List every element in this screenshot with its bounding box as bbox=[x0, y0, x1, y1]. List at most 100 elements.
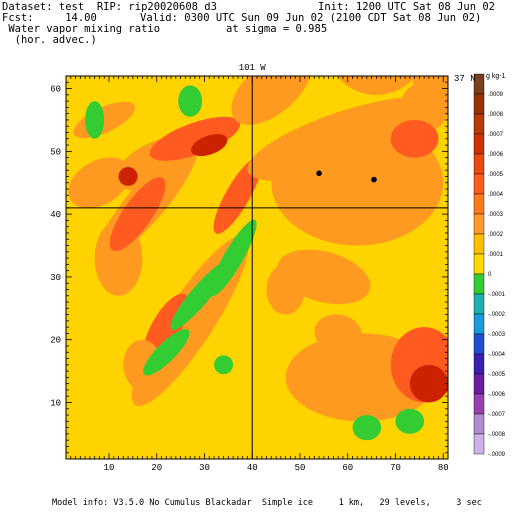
colorbar-swatch bbox=[473, 213, 485, 235]
green-patch bbox=[214, 355, 234, 375]
colorbar-label: -.0005 bbox=[488, 372, 506, 378]
green-patch bbox=[85, 0, 104, 19]
dark-red-patch bbox=[118, 167, 138, 186]
field-shading bbox=[63, 0, 448, 441]
marker-dot bbox=[371, 176, 377, 183]
colorbar-swatch bbox=[473, 193, 485, 215]
colorbar-swatch bbox=[473, 153, 485, 175]
colorbar-label: .0007 bbox=[488, 132, 504, 138]
colorbar-swatch bbox=[473, 93, 485, 115]
green-patch bbox=[157, 54, 176, 73]
y-tick-label: 60 bbox=[50, 85, 61, 95]
colorbar-label: .0009 bbox=[488, 92, 504, 98]
colorbar-swatch bbox=[473, 313, 485, 335]
orange-patch bbox=[68, 157, 131, 209]
orange-patch bbox=[123, 339, 162, 390]
colorbar-label: 0 bbox=[488, 272, 492, 278]
green-patch bbox=[395, 10, 443, 41]
colorbar-swatch bbox=[473, 273, 485, 295]
blue-patch bbox=[380, 3, 411, 23]
orange-patch bbox=[266, 264, 305, 315]
vertical-line-label: 101 W bbox=[239, 63, 267, 73]
green-patch bbox=[265, 0, 316, 24]
cross-section-lines bbox=[66, 76, 448, 459]
orange-patch bbox=[314, 314, 362, 353]
colorbar-swatch bbox=[473, 413, 485, 435]
colorbar-swatch bbox=[473, 373, 485, 395]
dark-red-patch bbox=[409, 364, 448, 403]
green-patch bbox=[352, 415, 382, 441]
orange-patch bbox=[337, 76, 416, 95]
orange-patch bbox=[376, 170, 434, 208]
red-patch bbox=[390, 119, 439, 158]
x-tick-label: 60 bbox=[342, 463, 353, 473]
colorbar-swatch bbox=[473, 253, 485, 275]
red-streak bbox=[149, 116, 241, 161]
x-axis: 10 20 30 40 50 60 70 80 bbox=[65, 76, 449, 473]
orange-patch bbox=[400, 82, 448, 133]
colorbar-unit: g kg-1 bbox=[486, 73, 506, 80]
colorbar-swatch bbox=[473, 433, 485, 455]
orange-patch bbox=[63, 0, 117, 78]
green-patch bbox=[331, 6, 422, 58]
colorbar-label: -.0002 bbox=[488, 312, 506, 318]
dataset-label: Dataset: test RIP: rip20020608 d3 bbox=[2, 1, 217, 13]
colorbar-swatch bbox=[473, 293, 485, 315]
y-axis: 10 20 30 40 50 60 bbox=[50, 75, 448, 460]
colorbar-label: .0006 bbox=[488, 152, 504, 158]
horizontal-line-label: 37 N bbox=[454, 74, 476, 84]
colorbar-swatch bbox=[473, 173, 485, 195]
colorbar-label: .0005 bbox=[488, 172, 504, 178]
colorbar-swatch bbox=[473, 133, 485, 155]
x-tick-label: 80 bbox=[438, 463, 449, 473]
x-tick-label: 10 bbox=[104, 463, 115, 473]
colorbar-label: -.0004 bbox=[488, 352, 506, 358]
x-tick-label: 20 bbox=[151, 463, 162, 473]
green-patch bbox=[85, 101, 105, 139]
marker-dot bbox=[316, 170, 322, 177]
x-tick-label: 50 bbox=[295, 463, 306, 473]
y-tick-label: 40 bbox=[50, 210, 61, 220]
fcst-label: Fcst: 14.00 bbox=[2, 12, 97, 24]
green-patch bbox=[178, 85, 203, 117]
green-streak bbox=[143, 329, 190, 376]
colorbar-label: .0004 bbox=[488, 192, 504, 198]
x-tick-label: 40 bbox=[247, 463, 258, 473]
colorbar-swatch bbox=[473, 333, 485, 355]
field-label: Water vapor mixing ratio bbox=[2, 23, 161, 35]
colorbar-swatch bbox=[473, 113, 485, 135]
y-tick-label: 30 bbox=[50, 273, 61, 283]
model-info-footer: Model info: V3.5.0 No Cumulus Blackadar … bbox=[52, 498, 482, 508]
blue-patch bbox=[429, 4, 448, 35]
colorbar: .0009 .0008 .0007 .0006 .0005 .0004 .0003 .0002… bbox=[473, 73, 506, 458]
orange-patch bbox=[231, 76, 312, 125]
green-patch bbox=[308, 0, 369, 31]
subfield-label: (hor. advec.) bbox=[2, 34, 97, 46]
valid-label: Valid: 0300 UTC Sun 09 Jun 02 (2100 CDT … bbox=[140, 12, 482, 24]
init-label: Init: 1200 UTC Sat 08 Jun 02 bbox=[318, 1, 496, 13]
colorbar-swatch bbox=[473, 233, 485, 255]
y-tick-label: 10 bbox=[50, 398, 61, 408]
orange-band bbox=[247, 96, 448, 181]
red-patch bbox=[91, 0, 128, 52]
green-patch bbox=[123, 16, 152, 35]
x-tick-label: 70 bbox=[390, 463, 401, 473]
colorbar-label: -.0007 bbox=[488, 412, 506, 418]
colorbar-label: -.0006 bbox=[488, 392, 506, 398]
red-patch bbox=[109, 177, 166, 252]
colorbar-label: -.0001 bbox=[488, 292, 506, 298]
colorbar-label: -.0003 bbox=[488, 332, 506, 338]
colorbar-label: .0002 bbox=[488, 232, 504, 238]
colorbar-label: -.0009 bbox=[488, 452, 506, 458]
colorbar-label: .0001 bbox=[488, 252, 504, 258]
x-tick-label: 30 bbox=[199, 463, 210, 473]
level-label: at sigma = 0.985 bbox=[226, 23, 328, 35]
colorbar-label: -.0008 bbox=[488, 432, 506, 438]
green-patch bbox=[343, 45, 372, 70]
red-streak bbox=[213, 156, 263, 234]
orange-patch bbox=[99, 0, 156, 1]
dark-red-patch bbox=[191, 134, 228, 157]
y-tick-label: 50 bbox=[50, 147, 61, 157]
green-patch bbox=[395, 408, 425, 434]
